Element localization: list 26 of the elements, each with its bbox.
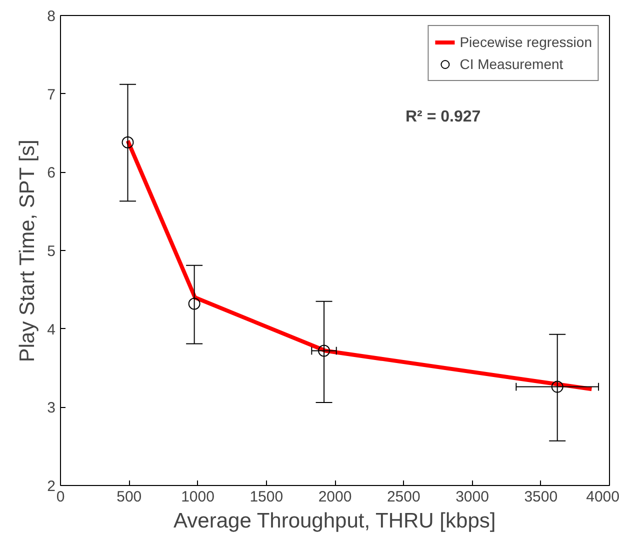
legend-label: CI Measurement [460,56,564,72]
annotation: R² = 0.927 [406,108,481,126]
x-tick-label: 500 [116,488,142,506]
x-tick-label: 2500 [386,488,420,506]
legend-label: Piecewise regression [460,34,592,50]
point [188,298,200,310]
line-series [126,138,594,392]
y-axis-title: Play Start Time, SPT [s] [16,140,40,362]
point [122,136,134,148]
y-tick-label: 8 [47,8,56,25]
point [551,380,564,393]
y-tick-label: 6 [47,164,56,182]
x-tick-label: 3000 [456,488,489,506]
y-tick-label: 2 [47,478,56,495]
x-tick-label: 2000 [318,488,352,506]
y-tick-label: 3 [47,400,56,417]
x-tick-label: 1000 [181,488,214,506]
x-tick-label: 3500 [524,488,558,506]
y-tick-label: 4 [47,321,56,338]
y-tick-label: 7 [47,86,56,104]
x-tick-label: 4000 [586,488,619,506]
x-tick-label: 0 [56,488,65,506]
y-tick-label: 5 [47,243,56,260]
point [318,344,330,357]
x-axis-title: Average Throughput, THRU [kbps] [174,510,496,532]
x-tick-label: 1500 [250,488,284,506]
